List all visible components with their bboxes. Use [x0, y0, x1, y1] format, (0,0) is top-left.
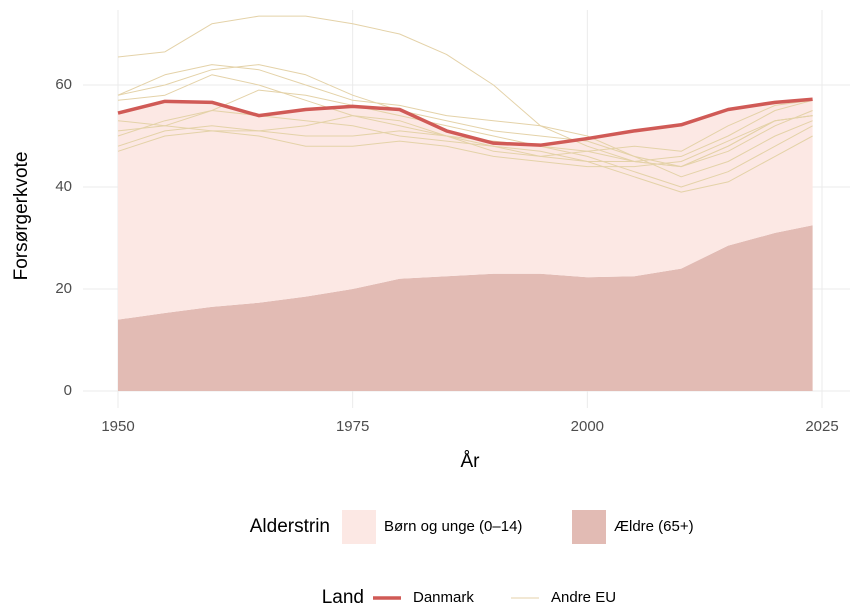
- legend-label: Børn og unge (0–14): [384, 518, 522, 535]
- area: [118, 225, 813, 391]
- area: [118, 99, 813, 320]
- legend-label: Ældre (65+): [614, 518, 694, 535]
- line: [117, 64, 813, 178]
- x-tick-label: 1975: [336, 418, 369, 435]
- x-tick-label: 2025: [805, 418, 838, 435]
- legend-swatch: [342, 510, 376, 544]
- line: [117, 89, 813, 188]
- legend-label: Andre EU: [551, 589, 616, 606]
- legend-label: Danmark: [413, 589, 474, 606]
- legend-title: Land: [322, 587, 364, 608]
- y-tick-label: 20: [55, 280, 72, 297]
- line: [117, 97, 813, 147]
- line: [117, 115, 813, 168]
- x-tick-label: 1950: [101, 418, 134, 435]
- y-tick-label: 60: [55, 76, 72, 93]
- line: [117, 110, 813, 193]
- y-tick-label: 0: [64, 382, 72, 399]
- legend-swatch: [572, 510, 606, 544]
- y-axis-title: Forsørgerkvote: [11, 152, 32, 281]
- y-tick-label: 40: [55, 178, 72, 195]
- x-axis-title: År: [461, 451, 481, 472]
- legend-title: Alderstrin: [250, 516, 330, 537]
- line: [117, 99, 813, 162]
- x-tick-label: 2000: [571, 418, 604, 435]
